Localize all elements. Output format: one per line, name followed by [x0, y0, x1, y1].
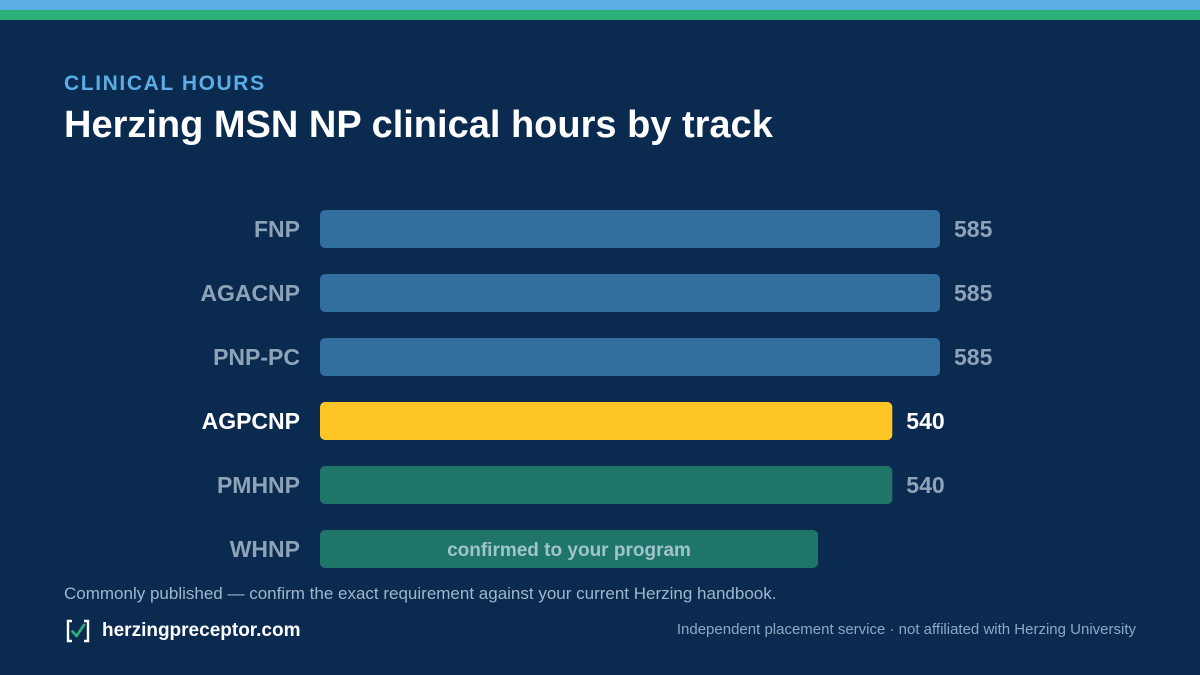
category-label-agacnp: AGACNP — [200, 280, 300, 306]
category-label-pnp-pc: PNP-PC — [213, 344, 300, 370]
top-accent-bar-blue — [0, 0, 1200, 10]
category-label-whnp: WHNP — [230, 536, 300, 562]
category-label-agpcnp: AGPCNP — [202, 408, 300, 434]
value-label-fnp: 585 — [954, 216, 993, 242]
bar-fnp — [320, 210, 940, 248]
checkbox-icon — [66, 619, 90, 643]
bar-agpcnp — [320, 402, 893, 440]
value-label-pmhnp: 540 — [906, 472, 944, 498]
bar-pnp-pc — [320, 338, 940, 376]
category-label-fnp: FNP — [254, 216, 300, 242]
value-label-agpcnp: 540 — [906, 408, 944, 434]
value-label-agacnp: 585 — [954, 280, 993, 306]
bar-agacnp — [320, 274, 940, 312]
disclaimer: Independent placement service · not affi… — [676, 621, 1136, 638]
bar-whnp — [320, 530, 818, 568]
value-label-pnp-pc: 585 — [954, 344, 993, 370]
bar-pmhnp — [320, 466, 893, 504]
brand-name: herzingpreceptor.com — [102, 620, 301, 641]
eyebrow-label: CLINICAL HOURS — [64, 72, 266, 95]
page-title: Herzing MSN NP clinical hours by track — [64, 104, 773, 146]
category-label-pmhnp: PMHNP — [217, 472, 300, 498]
brand[interactable]: herzingpreceptor.com — [64, 618, 301, 644]
footnote: Commonly published — confirm the exact r… — [64, 584, 777, 603]
top-accent-bar-green — [0, 10, 1200, 20]
bar-annotation-whnp: confirmed to your program — [447, 540, 691, 561]
